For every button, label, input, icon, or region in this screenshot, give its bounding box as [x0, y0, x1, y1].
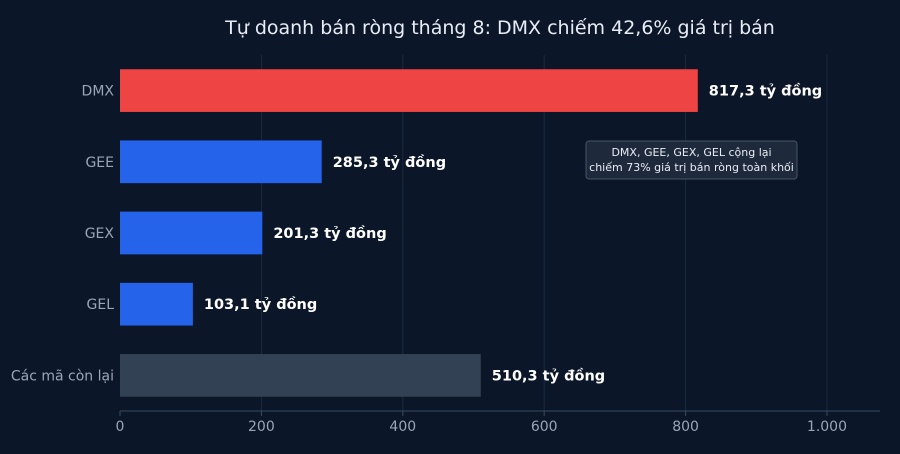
bar-layer: [120, 69, 698, 397]
value-label-layer: 817,3 tỷ đồng 285,3 tỷ đồng 201,3 tỷ đồng 1…: [204, 83, 822, 385]
category-label-2: GEX: [85, 226, 115, 242]
x-tick-label-1: 200: [248, 419, 275, 435]
value-label-1: 285,3 tỷ đồng: [333, 154, 446, 171]
category-label-4: Các mã còn lại: [11, 368, 114, 384]
bar-1: [120, 140, 322, 184]
category-layer: DMX GEE GEX GEL Các mã còn lại: [11, 84, 115, 385]
bar-0: [120, 69, 698, 112]
x-tick-label-3: 600: [531, 419, 558, 435]
category-label-1: GEE: [85, 155, 114, 171]
value-label-3: 103,1 tỷ đồng: [204, 296, 317, 313]
category-label-3: GEL: [87, 297, 115, 313]
chart-title: Tự doanh bán ròng tháng 8: DMX chiếm 42,…: [224, 17, 775, 39]
value-label-4: 510,3 tỷ đồng: [492, 367, 605, 384]
x-tick-label-2: 400: [389, 419, 416, 435]
x-tick-label-0: 0: [116, 419, 125, 435]
x-tick-label-5: 1.000: [807, 419, 847, 435]
bar-4: [120, 354, 481, 397]
bar-3: [120, 282, 193, 326]
x-tick-label-4: 800: [672, 419, 699, 435]
tick-layer: 0 200 400 600 800 1.000: [116, 411, 847, 435]
value-label-2: 201,3 tỷ đồng: [273, 225, 386, 242]
value-label-0: 817,3 tỷ đồng: [709, 83, 822, 100]
grid-layer: [260, 55, 828, 411]
annotation-line-2: chiếm 73% giá trị bán ròng toàn khối: [589, 161, 794, 174]
annotation-box: DMX, GEE, GEX, GEL cộng lại chiếm 73% gi…: [585, 140, 798, 180]
category-label-0: DMX: [82, 84, 115, 100]
annotation-background: [585, 140, 798, 180]
bar-2: [120, 211, 263, 255]
annotation-line-1: DMX, GEE, GEX, GEL cộng lại: [611, 146, 771, 159]
